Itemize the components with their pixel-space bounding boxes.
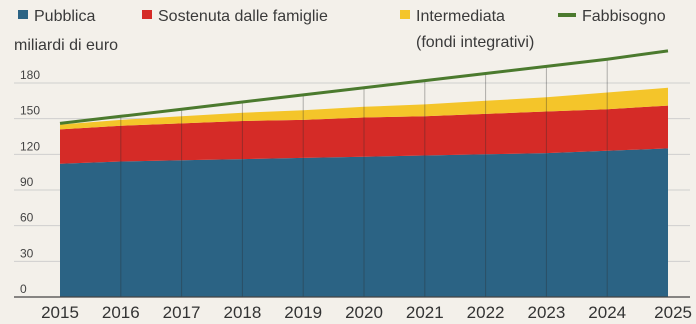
- x-tick-2024: 2024: [588, 303, 626, 322]
- x-tick-2016: 2016: [102, 303, 140, 322]
- y-tick-60: 60: [20, 211, 34, 225]
- y-ticks: 0 30 60 90 120 150 180: [20, 68, 40, 296]
- area-sostenuta-dalle-famiglie: [60, 105, 668, 164]
- legend-label-fabbisogno: Fabbisogno: [582, 8, 666, 25]
- y-tick-120: 120: [20, 139, 40, 153]
- fabbisogno-line-group: [59, 49, 669, 125]
- x-tick-2025: 2025: [654, 303, 692, 322]
- y-tick-30: 30: [20, 246, 34, 260]
- legend-swatch-intermediata: [400, 10, 410, 19]
- legend-swatch-pubblica: [18, 10, 28, 19]
- x-tick-2019: 2019: [284, 303, 322, 322]
- x-tick-2020: 2020: [345, 303, 383, 322]
- legend-swatch-sostenuta-dalle-famiglie: [142, 10, 152, 19]
- x-tick-2022: 2022: [467, 303, 505, 322]
- area-pubblica: [60, 148, 668, 297]
- legend-item-pubblica: Pubblica: [18, 8, 95, 25]
- line-fabbisogno: [59, 49, 669, 125]
- y-tick-150: 150: [20, 104, 40, 118]
- x-ticks: 2015 2016 2017 2018 2019 2020 2021 2022 2023 2024…: [41, 303, 692, 322]
- y-tick-90: 90: [20, 175, 34, 189]
- legend-label-pubblica: Pubblica: [34, 8, 95, 25]
- legend-label-intermediata: Intermediata: [416, 8, 505, 25]
- x-tick-2015: 2015: [41, 303, 79, 322]
- x-tick-2021: 2021: [406, 303, 444, 322]
- area-intermediata: [60, 87, 668, 130]
- stacked-areas: [60, 87, 668, 297]
- x-tick-2018: 2018: [223, 303, 261, 322]
- legend-label-intermediata-line2: (fondi integrativi): [416, 34, 534, 51]
- legend-label-sostenuta-dalle-famiglie: Sostenuta dalle famiglie: [158, 8, 328, 25]
- legend-item-intermediata: Intermediata (fondi integrativi): [400, 8, 534, 51]
- legend: Pubblica Sostenuta dalle famiglie Intermed…: [18, 8, 666, 51]
- y-axis-label: miliardi di euro: [14, 37, 118, 54]
- year-dividers: [14, 59, 690, 298]
- y-tick-0: 0: [20, 282, 27, 296]
- y-tick-180: 180: [20, 68, 40, 82]
- legend-item-sostenuta-dalle-famiglie: Sostenuta dalle famiglie: [142, 8, 328, 25]
- legend-item-fabbisogno: Fabbisogno: [558, 8, 666, 25]
- x-tick-2017: 2017: [163, 303, 201, 322]
- x-tick-2023: 2023: [527, 303, 565, 322]
